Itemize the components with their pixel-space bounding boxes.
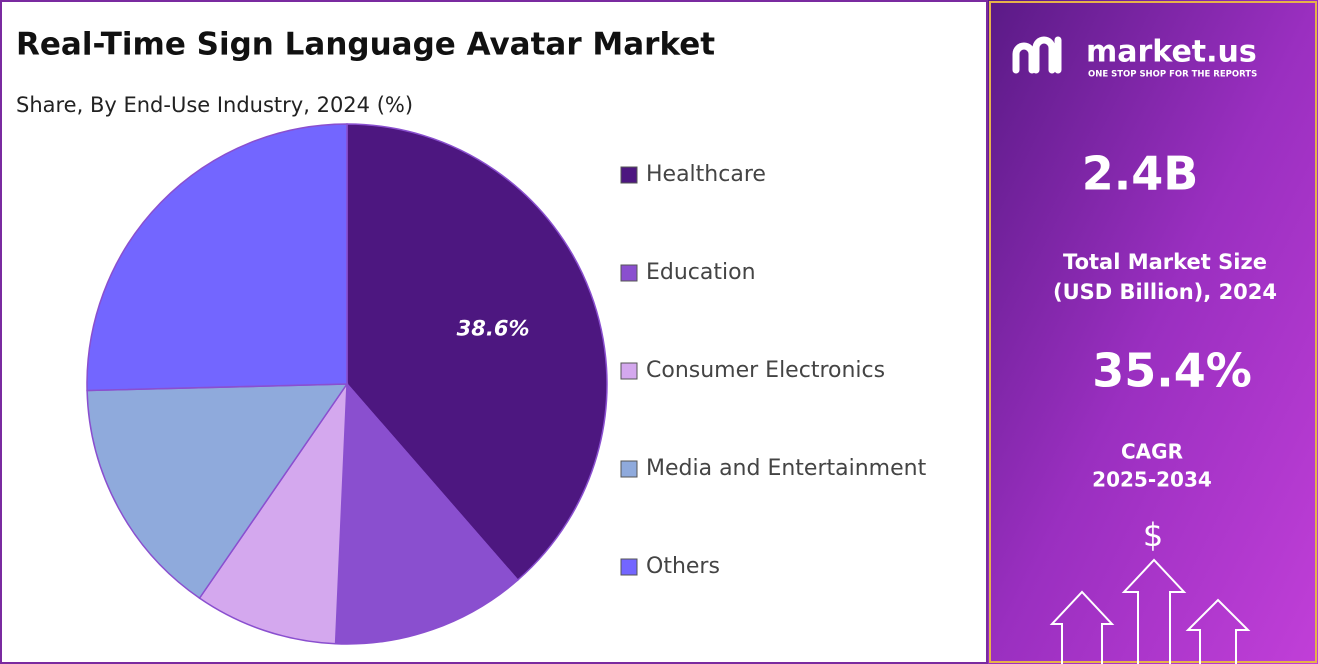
- logo-icon: [1012, 36, 1062, 74]
- legend-swatch: [620, 166, 638, 184]
- legend-swatch: [620, 362, 638, 380]
- pie-slice: [346, 123, 608, 582]
- arrows: [1049, 558, 1251, 664]
- legend-label: Education: [646, 260, 756, 285]
- pie-slice: [198, 381, 348, 645]
- brand: market.us: [1086, 35, 1257, 70]
- cagr: 35.4%: [1092, 344, 1252, 398]
- legend-swatch: [620, 264, 638, 282]
- chart-subtitle: Share, By End-Use Industry, 2024 (%): [16, 93, 413, 117]
- market-size-label: Total Market Size: [1063, 250, 1267, 274]
- tagline: ONE STOP SHOP FOR THE REPORTS: [1088, 70, 1257, 80]
- arrow: [1121, 558, 1187, 664]
- legend-label: Media and Entertainment: [646, 456, 927, 481]
- data-label: 38.6%: [457, 316, 530, 340]
- cagr-label: 2025-2034: [1092, 468, 1212, 492]
- market-size-label: (USD Billion), 2024: [1053, 280, 1277, 304]
- legend-swatch: [620, 558, 638, 576]
- legend-swatch: [620, 460, 638, 478]
- pie-slice: [86, 123, 348, 392]
- dollar-icon: $: [1143, 516, 1163, 554]
- market-size: 2.4B: [1082, 147, 1199, 201]
- pie-slice: [334, 382, 519, 645]
- logo: market.us ONE STOP SHOP FOR THE REPORTS: [1012, 35, 1257, 80]
- cagr-label: CAGR: [1121, 440, 1183, 464]
- legend-label: Healthcare: [646, 162, 766, 187]
- legend-label: Others: [646, 554, 720, 579]
- arrow: [1185, 598, 1251, 664]
- legend-label: Consumer Electronics: [646, 358, 885, 383]
- chart-title: Real-Time Sign Language Avatar Market: [16, 27, 715, 63]
- pie-slice: [86, 383, 349, 600]
- side-panel: [988, 0, 1318, 664]
- side-frame: [989, 1, 1317, 663]
- arrow: [1049, 590, 1115, 664]
